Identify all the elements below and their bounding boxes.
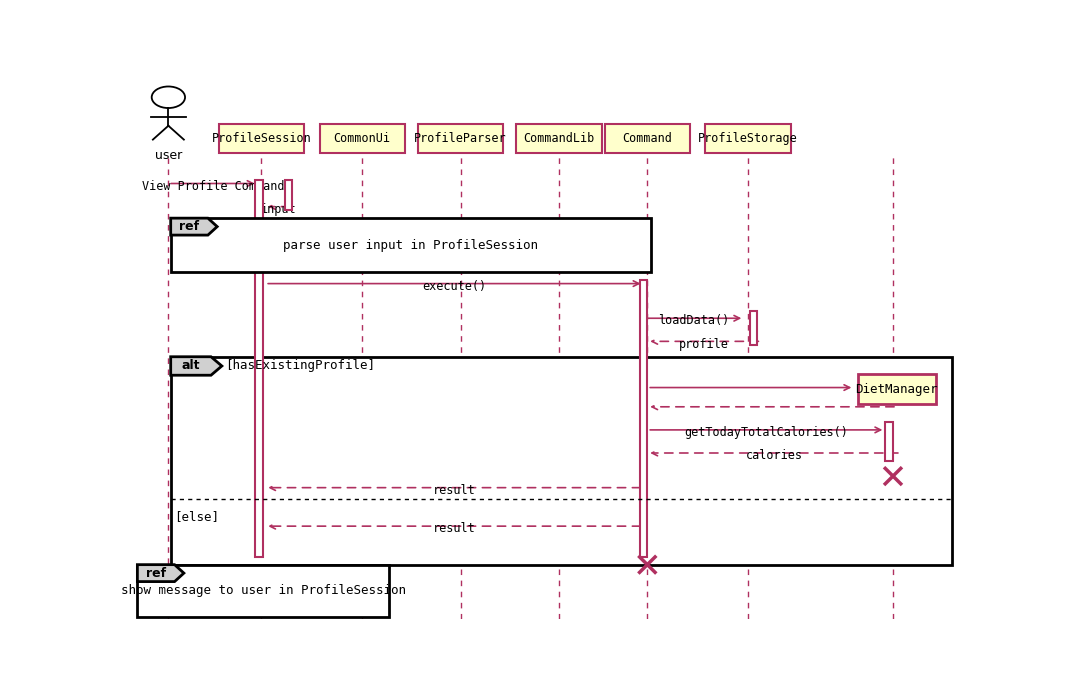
Text: show message to user in ProfileSession: show message to user in ProfileSession	[121, 584, 406, 597]
Text: execute(): execute()	[422, 280, 486, 293]
Text: input: input	[261, 203, 297, 216]
Bar	[255, 179, 263, 557]
Bar	[171, 218, 651, 272]
Text: [else]: [else]	[174, 510, 219, 523]
Text: alt: alt	[182, 359, 200, 373]
Bar	[319, 124, 405, 154]
Text: ProfileParser: ProfileParser	[414, 132, 507, 145]
Text: [hasExistingProfile]: [hasExistingProfile]	[225, 359, 375, 373]
Bar	[219, 124, 304, 154]
Bar	[285, 179, 293, 211]
Text: parse user input in ProfileSession: parse user input in ProfileSession	[283, 238, 538, 252]
Text: loadData(): loadData()	[658, 315, 729, 327]
Circle shape	[152, 86, 185, 108]
Bar	[138, 564, 389, 617]
Bar	[858, 375, 936, 404]
Text: getTodayTotalCalories(): getTodayTotalCalories()	[685, 426, 848, 439]
Polygon shape	[171, 357, 222, 375]
Text: result: result	[433, 484, 475, 497]
Text: CommandLib: CommandLib	[523, 132, 595, 145]
Text: Command: Command	[623, 132, 672, 145]
Bar	[640, 280, 647, 557]
Bar	[418, 124, 503, 154]
Bar	[750, 311, 757, 345]
Text: calories: calories	[745, 449, 802, 462]
Text: ProfileStorage: ProfileStorage	[698, 132, 798, 145]
Text: result: result	[433, 523, 475, 535]
Text: CommonUi: CommonUi	[333, 132, 391, 145]
Polygon shape	[138, 564, 184, 582]
Text: ref: ref	[179, 220, 200, 233]
Text: profile: profile	[679, 338, 729, 350]
Bar	[885, 422, 893, 461]
Bar	[171, 357, 952, 564]
Bar	[516, 124, 601, 154]
Bar	[604, 124, 690, 154]
Bar	[706, 124, 790, 154]
Text: user: user	[155, 149, 182, 162]
Text: ProfileSession: ProfileSession	[211, 132, 311, 145]
Text: DietManager: DietManager	[855, 382, 938, 395]
Text: View Profile Command: View Profile Command	[142, 180, 284, 193]
Polygon shape	[171, 218, 217, 235]
Text: ref: ref	[146, 566, 166, 580]
